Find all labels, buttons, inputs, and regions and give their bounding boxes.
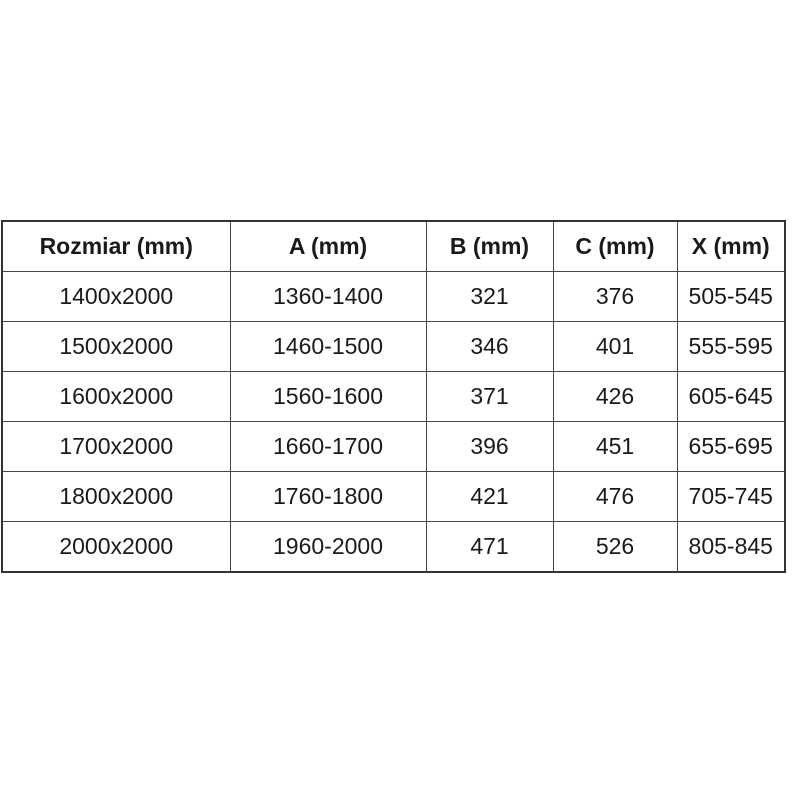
table-cell: 401: [552, 321, 678, 372]
table-cell: 605-645: [676, 371, 786, 422]
table-cell: 1500x2000: [1, 321, 231, 372]
column-header-rozmiar: Rozmiar (mm): [1, 220, 231, 272]
table-row: 1800x2000 1760-1800 421 476 705-745: [1, 471, 786, 522]
table-cell: 505-545: [676, 271, 786, 322]
table-cell: 555-595: [676, 321, 786, 372]
table-cell: 471: [425, 521, 554, 573]
table-body: 1400x2000 1360-1400 321 376 505-545 1500x2000…: [1, 271, 786, 573]
table-cell: 805-845: [676, 521, 786, 573]
table-cell: 1560-1600: [229, 371, 427, 422]
table-cell: 1360-1400: [229, 271, 427, 322]
table-cell: 1700x2000: [1, 421, 231, 472]
table-cell: 1600x2000: [1, 371, 231, 422]
table-row: 2000x2000 1960-2000 471 526 805-845: [1, 521, 786, 573]
table-cell: 705-745: [676, 471, 786, 522]
table-cell: 1400x2000: [1, 271, 231, 322]
column-header-c: C (mm): [552, 220, 678, 272]
dimension-spec-table: Rozmiar (mm) A (mm) B (mm) C (mm) X (mm)…: [1, 220, 786, 573]
column-header-a: A (mm): [229, 220, 427, 272]
table-cell: 1800x2000: [1, 471, 231, 522]
table-cell: 421: [425, 471, 554, 522]
table-cell: 1460-1500: [229, 321, 427, 372]
table-cell: 321: [425, 271, 554, 322]
table-cell: 346: [425, 321, 554, 372]
column-header-x: X (mm): [676, 220, 786, 272]
table-cell: 426: [552, 371, 678, 422]
column-header-b: B (mm): [425, 220, 554, 272]
table-row: 1500x2000 1460-1500 346 401 555-595: [1, 321, 786, 372]
table-cell: 476: [552, 471, 678, 522]
table-row: 1600x2000 1560-1600 371 426 605-645: [1, 371, 786, 422]
table-row: 1700x2000 1660-1700 396 451 655-695: [1, 421, 786, 472]
table-cell: 396: [425, 421, 554, 472]
table-cell: 655-695: [676, 421, 786, 472]
table-header-row: Rozmiar (mm) A (mm) B (mm) C (mm) X (mm): [1, 220, 786, 272]
table-cell: 1660-1700: [229, 421, 427, 472]
table-row: 1400x2000 1360-1400 321 376 505-545: [1, 271, 786, 322]
table-cell: 1760-1800: [229, 471, 427, 522]
table-cell: 2000x2000: [1, 521, 231, 573]
table-cell: 1960-2000: [229, 521, 427, 573]
table-cell: 371: [425, 371, 554, 422]
table-cell: 451: [552, 421, 678, 472]
table-cell: 526: [552, 521, 678, 573]
table-cell: 376: [552, 271, 678, 322]
